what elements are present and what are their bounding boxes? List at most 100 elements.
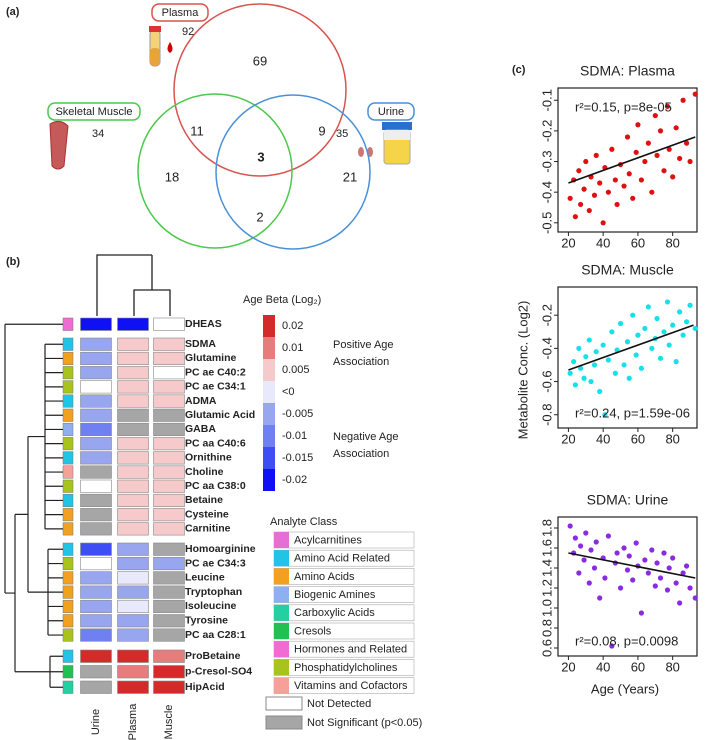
- heatmap-cell: [153, 614, 185, 628]
- data-point: [642, 557, 648, 563]
- legend-note: Association: [333, 356, 389, 368]
- class-swatch: [62, 522, 74, 536]
- heatmap-cell: [80, 522, 112, 536]
- heatmap-cell: [80, 394, 112, 408]
- data-point: [677, 309, 683, 315]
- legend-note: Negative Age: [333, 431, 398, 443]
- row-label: PC aa C28:1: [185, 629, 246, 641]
- heatmap-cell: [117, 628, 149, 642]
- chart-title: SDMA: Plasma: [580, 63, 675, 79]
- data-point: [621, 183, 627, 189]
- class-swatch: [62, 394, 74, 408]
- legend-label: Phosphatidylcholines: [294, 662, 398, 674]
- data-point: [593, 349, 599, 355]
- urine-icon: [358, 122, 412, 165]
- heatmap-cell: [80, 380, 112, 394]
- data-point: [621, 362, 627, 368]
- heatmap-cell: [117, 649, 149, 663]
- data-point: [576, 345, 582, 351]
- data-point: [617, 320, 624, 327]
- data-point: [583, 158, 589, 165]
- data-point: [661, 168, 667, 174]
- heatmap-cell: [80, 493, 112, 508]
- trend-line: [568, 552, 696, 579]
- data-point: [621, 545, 627, 551]
- data-point: [600, 342, 606, 348]
- data-point: [680, 332, 686, 338]
- x-tick-label: 20: [561, 659, 575, 674]
- data-point: [609, 643, 615, 649]
- heatmap-cell: [80, 317, 112, 331]
- heatmap-cell: [80, 508, 112, 522]
- legend-swatch: [263, 337, 275, 359]
- class-swatch: [62, 571, 74, 585]
- data-point: [612, 177, 618, 183]
- data-point: [670, 555, 676, 561]
- data-point: [614, 550, 620, 556]
- data-point: [649, 189, 655, 195]
- plot-frame: [557, 286, 698, 429]
- data-point: [630, 195, 636, 201]
- class-swatch: [62, 408, 74, 422]
- class-swatch: [62, 542, 74, 556]
- heatmap-cell: [153, 422, 185, 437]
- heatmap-cell: [117, 422, 149, 437]
- data-point: [567, 523, 573, 529]
- data-point: [567, 195, 573, 201]
- data-point: [624, 567, 631, 573]
- legend-swatch: [274, 641, 289, 658]
- column-label: Muscle: [163, 705, 175, 740]
- heatmap-cell: [117, 522, 149, 536]
- heatmap-cell: [80, 422, 112, 437]
- trend-line: [568, 136, 696, 184]
- class-swatch: [62, 437, 74, 451]
- row-label: ProBetaine: [185, 650, 241, 662]
- class-swatch: [62, 366, 74, 380]
- legend-swatch: [274, 604, 289, 621]
- data-point: [591, 362, 598, 368]
- data-point: [617, 585, 624, 591]
- data-point: [664, 587, 671, 593]
- legend-note: Positive Age: [333, 339, 394, 351]
- region-count: 2: [256, 209, 263, 224]
- row-label: Glutamine: [185, 352, 237, 364]
- legend-label: Hormones and Related: [294, 644, 407, 656]
- heatmap-cell: [153, 380, 185, 394]
- y-tick-label: 1.8: [539, 519, 554, 537]
- heatmap-cell: [153, 337, 185, 351]
- heatmap-cell: [117, 317, 149, 331]
- y-tick-label: 1.2: [539, 579, 554, 597]
- data-point: [635, 122, 641, 128]
- heatmap-cell: [80, 451, 112, 465]
- region-count: 69: [253, 53, 267, 68]
- heatmap-cell: [153, 628, 185, 642]
- data-point: [645, 140, 651, 146]
- data-point: [576, 570, 582, 576]
- data-point: [666, 342, 672, 348]
- set-total: 92: [182, 26, 194, 38]
- x-tick-label: 60: [631, 235, 645, 250]
- legend-title: Analyte Class: [270, 516, 338, 528]
- data-point: [602, 575, 608, 581]
- row-label: Isoleucine: [185, 600, 237, 612]
- heatmap-cell: [80, 628, 112, 642]
- class-swatch: [62, 557, 74, 571]
- data-point: [630, 577, 636, 583]
- y-tick-label: -0.2: [539, 304, 554, 326]
- legend-label: <0: [282, 386, 295, 398]
- y-tick-label: 1.4: [539, 559, 554, 577]
- annotation: r²=0.24, p=1.59e-06: [575, 405, 690, 420]
- legend-swatch: [274, 568, 289, 585]
- legend-swatch: [274, 550, 289, 567]
- region-count: 3: [257, 149, 264, 164]
- legend-swatch: [274, 586, 289, 603]
- legend-swatch: [263, 381, 275, 403]
- panel-label: (c): [512, 64, 526, 76]
- heatmap-cell: [117, 508, 149, 522]
- data-point: [593, 539, 599, 545]
- y-tick-label: -0.6: [539, 370, 554, 392]
- data-point: [605, 533, 611, 539]
- legend-label: 0.02: [282, 320, 303, 332]
- data-point: [583, 530, 589, 536]
- row-label: PC aa C40:6: [185, 437, 246, 449]
